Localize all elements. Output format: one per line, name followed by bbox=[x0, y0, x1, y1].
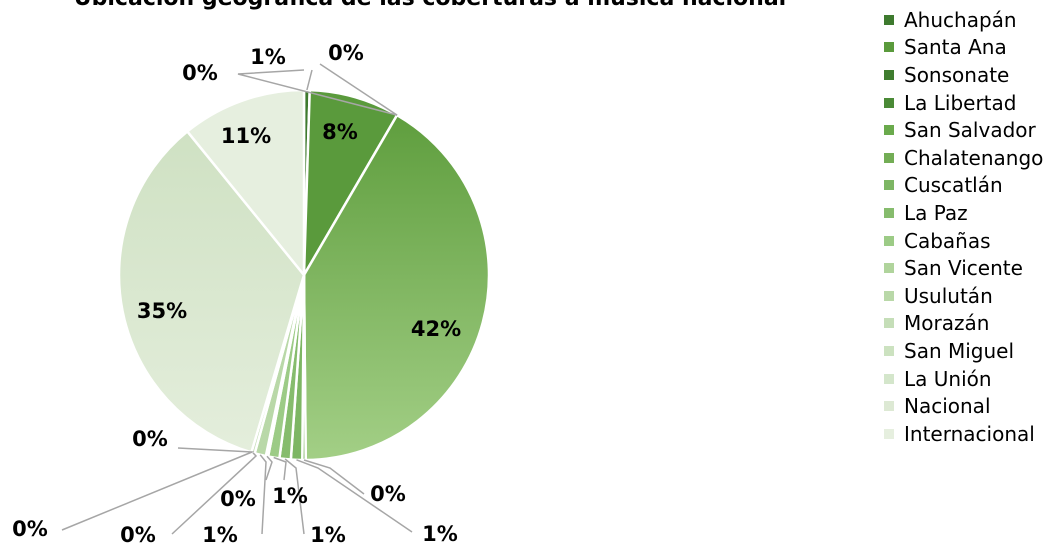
legend-item-sonsonate: Sonsonate bbox=[884, 61, 1043, 89]
legend-item-ahuchapan: Ahuchapán bbox=[884, 6, 1043, 34]
legend-label: Nacional bbox=[904, 394, 991, 419]
legend-swatch bbox=[884, 235, 894, 246]
data-label-cuscatlan: 1% bbox=[422, 522, 458, 546]
legend-item-santa-ana: Santa Ana bbox=[884, 34, 1043, 62]
legend-label: Internacional bbox=[904, 421, 1035, 446]
legend-label: Santa Ana bbox=[904, 35, 1007, 60]
data-label-cabanas: 1% bbox=[272, 484, 308, 508]
legend-label: Ahuchapán bbox=[904, 7, 1017, 32]
legend-label: Chalatenango bbox=[904, 145, 1044, 170]
legend-swatch bbox=[884, 290, 894, 301]
legend-swatch bbox=[884, 373, 894, 384]
data-label-san-vicente: 0% bbox=[220, 487, 256, 511]
legend-item-la-paz: La Paz bbox=[884, 199, 1043, 227]
leader-line-la-paz bbox=[284, 458, 305, 535]
legend-swatch bbox=[884, 428, 894, 439]
legend-label: Sonsonate bbox=[904, 62, 1010, 87]
leader-line-usulutan bbox=[259, 454, 267, 535]
legend-item-la-union: La Unión bbox=[884, 365, 1043, 393]
legend-item-morazan: Morazán bbox=[884, 310, 1043, 338]
data-label-la-union: 0% bbox=[132, 427, 168, 451]
leader-line-la-union bbox=[177, 447, 255, 454]
leader-line-cabanas bbox=[273, 456, 287, 481]
legend-item-nacional: Nacional bbox=[884, 392, 1043, 420]
legend-item-san-vicente: San Vicente bbox=[884, 254, 1043, 282]
legend-label: Morazán bbox=[904, 311, 990, 336]
legend-label: La Libertad bbox=[904, 90, 1017, 115]
legend: Ahuchapán Santa Ana Sonsonate La Libertad Sa… bbox=[884, 6, 1043, 448]
legend-swatch bbox=[884, 401, 894, 412]
legend-label: Usulután bbox=[904, 283, 993, 308]
legend-label: San Miguel bbox=[904, 338, 1015, 363]
data-label-internacional: 11% bbox=[221, 124, 271, 148]
legend-label: San Salvador bbox=[904, 118, 1036, 143]
legend-swatch bbox=[884, 97, 894, 108]
data-label-morazan: 0% bbox=[120, 523, 156, 547]
leader-line-chalatenango bbox=[303, 459, 365, 495]
legend-swatch bbox=[884, 263, 894, 274]
data-label-san-salvador: 42% bbox=[411, 317, 461, 341]
data-label-sonsonate: 0% bbox=[328, 41, 364, 65]
legend-swatch bbox=[884, 152, 894, 163]
data-label-usulutan: 1% bbox=[202, 523, 238, 547]
slice-nacional bbox=[117, 129, 306, 454]
chart-title: Ubicación geográfica de las coberturas a… bbox=[0, 0, 860, 11]
legend-swatch bbox=[884, 125, 894, 136]
data-label-la-libertad: 0% bbox=[182, 61, 218, 85]
legend-swatch bbox=[884, 345, 894, 356]
legend-swatch bbox=[884, 69, 894, 80]
pie-chart: 1%8%0%0%42%0%1%1%1%0%1%0%0%0%35%11% bbox=[12, 41, 491, 547]
leader-line-cuscatlan bbox=[296, 459, 413, 533]
leader-line-morazan bbox=[171, 452, 258, 535]
slice-san-salvador bbox=[302, 113, 491, 462]
leader-line-ahuchapan bbox=[306, 69, 313, 91]
leader-line-san-vicente bbox=[265, 455, 273, 481]
leader-line-la-libertad bbox=[237, 69, 398, 116]
legend-label: Cabañas bbox=[904, 228, 991, 253]
legend-label: La Unión bbox=[904, 366, 992, 391]
legend-item-la-libertad: La Libertad bbox=[884, 89, 1043, 117]
legend-item-cuscatlan: Cuscatlán bbox=[884, 172, 1043, 200]
legend-swatch bbox=[884, 180, 894, 191]
legend-swatch bbox=[884, 318, 894, 329]
data-label-san-miguel: 0% bbox=[12, 517, 48, 541]
legend-swatch bbox=[884, 14, 894, 25]
legend-label: Cuscatlán bbox=[904, 173, 1003, 198]
legend-swatch bbox=[884, 42, 894, 53]
legend-item-san-salvador: San Salvador bbox=[884, 116, 1043, 144]
legend-item-san-miguel: San Miguel bbox=[884, 337, 1043, 365]
data-label-la-paz: 1% bbox=[310, 523, 346, 547]
legend-item-cabanas: Cabañas bbox=[884, 227, 1043, 255]
legend-swatch bbox=[884, 207, 894, 218]
leader-line-sonsonate bbox=[319, 63, 398, 116]
legend-item-usulutan: Usulután bbox=[884, 282, 1043, 310]
slice-internacional bbox=[185, 88, 306, 279]
data-label-chalatenango: 0% bbox=[370, 482, 406, 506]
data-label-nacional: 35% bbox=[137, 299, 187, 323]
legend-item-chalatenango: Chalatenango bbox=[884, 144, 1043, 172]
legend-item-internacional: Internacional bbox=[884, 420, 1043, 448]
legend-label: San Vicente bbox=[904, 256, 1023, 281]
data-label-ahuchapan: 1% bbox=[250, 45, 286, 69]
data-label-santa-ana: 8% bbox=[322, 120, 358, 144]
legend-label: La Paz bbox=[904, 200, 968, 225]
